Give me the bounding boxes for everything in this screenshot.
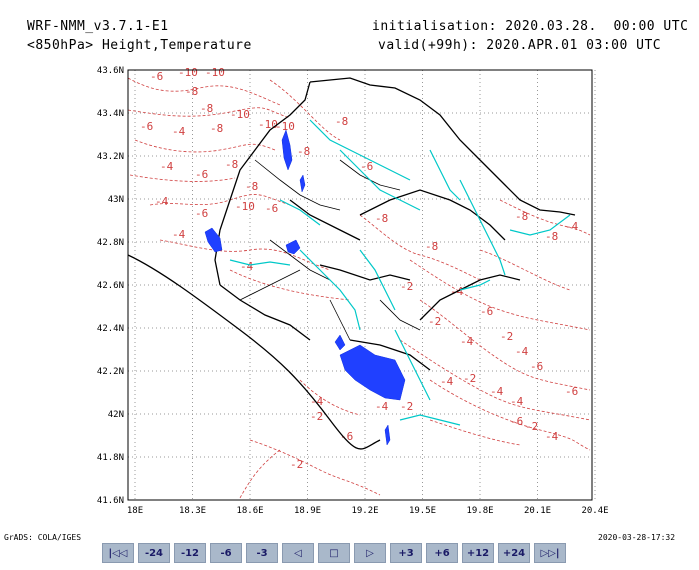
contour-label: -4 xyxy=(490,385,504,398)
field-title: <850hPa> Height,Temperature xyxy=(27,38,252,53)
contour-label: -2 xyxy=(400,280,413,293)
contour-label: -10 xyxy=(230,108,250,121)
lon-tick-label: 19.2E xyxy=(351,506,378,516)
lon-tick-label: 19.8E xyxy=(466,506,493,516)
lat-tick-label: 42N xyxy=(108,410,124,420)
contour-label: -8 xyxy=(375,212,388,225)
contour-label: -8 xyxy=(297,145,310,158)
contour-label: -8 xyxy=(210,122,223,135)
lon-tick-label: 18.6E xyxy=(236,506,263,516)
contour-label: -4 xyxy=(160,160,174,173)
contour-label: -8 xyxy=(335,115,348,128)
lat-tick-label: 43.4N xyxy=(97,109,124,119)
contour-label: -4 xyxy=(565,220,579,233)
back-24-button[interactable]: -24 xyxy=(138,543,170,563)
contour-label: -10 xyxy=(235,200,255,213)
lakes xyxy=(204,129,406,446)
map-grid xyxy=(128,70,596,500)
plot-frame xyxy=(127,69,593,501)
lat-tick-label: 43.6N xyxy=(97,66,124,76)
contour-label: -6 xyxy=(340,430,353,443)
contour-label: -4 xyxy=(440,375,454,388)
contour-label: -6 xyxy=(265,202,278,215)
lon-tick-label: 19.5E xyxy=(409,506,436,516)
contour-label: -4 xyxy=(172,125,186,138)
contour-label: -8 xyxy=(185,85,198,98)
contour-label: -2 xyxy=(310,410,323,423)
contour-label: -6 xyxy=(565,385,578,398)
contour-label: -6 xyxy=(480,305,493,318)
contour-label: -6 xyxy=(360,160,373,173)
latitude-axis: 43.6N 43.4N 43.2N 43N 42.8N 42.6N 42.4N 42.2N 42… xyxy=(97,66,124,506)
contour-label: -6 xyxy=(195,168,208,181)
contour-label: -2 xyxy=(400,400,413,413)
lon-tick-label: 18.3E xyxy=(179,506,206,516)
fwd-12-button[interactable]: +12 xyxy=(462,543,494,563)
fwd-3-button[interactable]: +3 xyxy=(390,543,422,563)
lat-tick-label: 42.8N xyxy=(97,238,124,248)
lat-tick-label: 42.2N xyxy=(97,367,124,377)
contour-label: -6 xyxy=(140,120,153,133)
lat-tick-label: 43N xyxy=(108,195,124,205)
lon-tick-label: 20.1E xyxy=(524,506,551,516)
grads-credit: GrADS: COLA/IGES xyxy=(4,533,82,542)
lon-tick-label: 18.9E xyxy=(294,506,321,516)
contour-label: -6 xyxy=(195,207,208,220)
temperature-contours xyxy=(127,77,591,499)
contour-label: -4 xyxy=(545,430,559,443)
contour-label: -4 xyxy=(375,400,389,413)
contour-label: -4 xyxy=(515,345,529,358)
contour-label-group: -6 -10 -10-8-8-4-6-10-8 -10-10-4-6-8-4-8-6-… xyxy=(140,66,579,471)
contour-label: -10 xyxy=(275,120,295,133)
contour-label: -6 xyxy=(150,70,163,83)
contour-label: -10 xyxy=(205,66,225,79)
contour-label: -8 xyxy=(515,210,528,223)
contour-label: -2 xyxy=(525,420,538,433)
next-button[interactable]: ▷ xyxy=(354,543,386,563)
init-time: initialisation: 2020.03.28. 00:00 UTC xyxy=(372,19,689,34)
contour-label: -2 xyxy=(463,372,476,385)
lat-tick-label: 41.8N xyxy=(97,453,124,463)
contour-label: -6 xyxy=(510,415,523,428)
back-3-button[interactable]: -3 xyxy=(246,543,278,563)
lat-tick-label: 41.6N xyxy=(97,496,124,506)
contour-label: -2 xyxy=(290,458,303,471)
model-title: WRF-NMM_v3.7.1-E1 xyxy=(27,19,169,34)
back-12-button[interactable]: -12 xyxy=(174,543,206,563)
lon-tick-label: 20.4E xyxy=(581,506,608,516)
country-borders xyxy=(127,77,576,450)
contour-label: -4 xyxy=(172,228,186,241)
longitude-axis: 18E 18.3E 18.6E 18.9E 19.2E 19.5E 19.8E 20.1E 20… xyxy=(127,506,609,516)
first-frame-button[interactable]: |◁◁ xyxy=(102,543,134,563)
lat-tick-label: 43.2N xyxy=(97,152,124,162)
contour-label: -4 xyxy=(155,195,169,208)
contour-label: -4 xyxy=(240,260,254,273)
prev-button[interactable]: ◁ xyxy=(282,543,314,563)
valid-time: valid(+99h): 2020.APR.01 03:00 UTC xyxy=(378,38,662,53)
back-6-button[interactable]: -6 xyxy=(210,543,242,563)
rivers xyxy=(229,119,571,426)
contour-label: -2 xyxy=(500,330,513,343)
inner-borders xyxy=(239,159,421,341)
contour-label: -2 xyxy=(428,315,441,328)
contour-label: -6 xyxy=(530,360,543,373)
lon-tick-label: 18E xyxy=(127,506,143,516)
stop-button[interactable]: □ xyxy=(318,543,350,563)
fwd-24-button[interactable]: +24 xyxy=(498,543,530,563)
contour-label: -8 xyxy=(200,102,213,115)
contour-label: -8 xyxy=(545,230,558,243)
fwd-6-button[interactable]: +6 xyxy=(426,543,458,563)
contour-label: -10 xyxy=(178,66,198,79)
last-frame-button[interactable]: ▷▷| xyxy=(534,543,566,563)
contour-label: -8 xyxy=(225,158,238,171)
contour-label: -8 xyxy=(245,180,258,193)
contour-label: -4 xyxy=(460,335,474,348)
lat-tick-label: 42.6N xyxy=(97,281,124,291)
lat-tick-label: 42.4N xyxy=(97,324,124,334)
contour-label: -4 xyxy=(510,395,524,408)
generation-timestamp: 2020-03-28-17:32 xyxy=(598,533,676,542)
timestep-navbar: |◁◁ -24 -12 -6 -3 ◁ □ ▷ +3 +6 +12 +24 ▷▷| xyxy=(102,543,566,565)
contour-label: -8 xyxy=(425,240,438,253)
